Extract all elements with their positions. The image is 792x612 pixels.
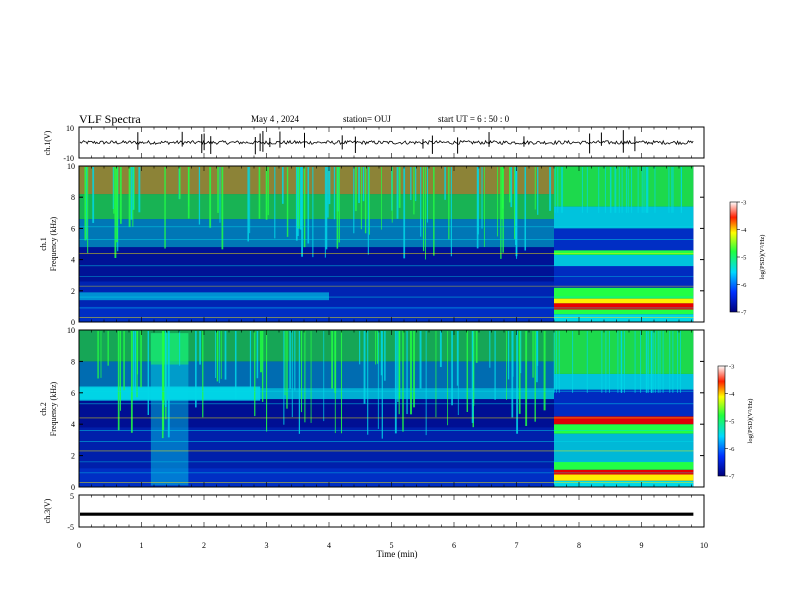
- ch1-ytick-bottom: -10: [63, 154, 74, 163]
- spec-band: [554, 287, 694, 299]
- ch2-freq-ticks: 0 2 4 6 8 10: [67, 326, 704, 492]
- x-tick-label: 4: [327, 541, 331, 550]
- spec-band: [79, 247, 554, 282]
- spec-band: [79, 330, 554, 362]
- ch1-spec-ylabel-ch: ch.1: [39, 237, 48, 251]
- ch2-spectrogram: [79, 330, 704, 487]
- freq-tick-label: 4: [71, 420, 75, 429]
- spec-band: [554, 309, 694, 315]
- spec-band: [554, 314, 694, 322]
- colorbar-tick-label: -3: [729, 364, 734, 371]
- ch2-spec-ylabel-ch: ch.2: [39, 402, 48, 416]
- time-axis-ticks: 0 1 2 3 4 5 6 7 8 9 10: [77, 127, 708, 550]
- ch2-colorbar-ticks: -3 -4 -5 -6 -7: [725, 364, 735, 481]
- freq-tick-label: 6: [71, 389, 75, 398]
- freq-tick-label: 8: [71, 193, 75, 202]
- colorbar-tick-label: -6: [729, 446, 735, 453]
- freq-tick-label: 10: [67, 326, 75, 335]
- x-tick-label: 10: [700, 541, 708, 550]
- spec-band: [79, 427, 554, 469]
- ch1-colorbar-ticks: -3 -4 -5 -6 -7: [737, 200, 747, 317]
- spec-band: [554, 250, 694, 255]
- x-tick-label: 8: [577, 541, 581, 550]
- spec-band: [79, 166, 554, 195]
- x-tick-label: 7: [515, 541, 519, 550]
- colorbar-tick-label: -5: [741, 255, 746, 262]
- x-tick-label: 2: [202, 541, 206, 550]
- ch1-spectrogram: [79, 166, 704, 322]
- spec-band: [554, 389, 694, 417]
- spec-band: [554, 474, 694, 481]
- ch3-wave-ylabel: ch.3(V): [43, 498, 52, 523]
- spec-band: [79, 388, 554, 400]
- colorbar-tick-label: -6: [741, 282, 747, 289]
- freq-tick-label: 0: [71, 483, 75, 492]
- spec-band: [554, 416, 694, 425]
- station-label: station= OUJ: [343, 114, 391, 124]
- x-tick-label: 3: [265, 541, 269, 550]
- freq-tick-label: 6: [71, 224, 75, 233]
- ch3-waveform-panel: 5 -5 ch.3(V): [43, 492, 705, 532]
- ch1-freq-ticks: 0 2 4 6 8 10: [67, 162, 704, 327]
- spec-band: [554, 433, 694, 462]
- spec-band: [554, 254, 694, 266]
- freq-tick-label: 0: [71, 318, 75, 327]
- date-label: May 4 , 2024: [251, 114, 299, 124]
- spec-band: [79, 292, 329, 301]
- spec-band: [79, 361, 554, 389]
- ch1-ytick-top: 10: [66, 124, 74, 133]
- ch1-spec-ylabel-freq: Frequency (kHz): [49, 216, 58, 271]
- spec-band: [79, 468, 554, 487]
- freq-tick-label: 2: [71, 287, 75, 296]
- spec-band: [554, 469, 694, 475]
- spec-band: [554, 166, 694, 207]
- ch1-colorbar: -3 -4 -5 -6 -7 log(PSD)(V²/Hz): [729, 200, 766, 317]
- freq-tick-label: 2: [71, 452, 75, 461]
- ch1-spectrogram-panel: 0 2 4 6 8 10 ch.1 Frequency (kHz): [39, 162, 705, 327]
- ch2-colorbar: -3 -4 -5 -6 -7 log(PSD)(V²/Hz): [717, 364, 754, 481]
- ch1-wave-ylabel: ch.1(V): [43, 130, 52, 155]
- chart-title: VLF Spectra: [79, 112, 141, 126]
- freq-tick-label: 4: [71, 256, 75, 265]
- spec-band: [79, 219, 554, 248]
- spec-band: [554, 298, 694, 304]
- colorbar-tick-label: -7: [729, 474, 735, 481]
- spec-band: [554, 206, 694, 229]
- spec-band: [79, 194, 554, 220]
- ch2-colorbar-label: log(PSD)(V²/Hz): [747, 399, 754, 444]
- spec-band: [554, 424, 694, 434]
- colorbar-tick-label: -3: [741, 200, 746, 207]
- ch2-spectrogram-panel: 0 2 4 6 8 10 ch.2 Frequency (kHz): [39, 326, 705, 492]
- x-tick-label: 0: [77, 541, 81, 550]
- spec-band: [554, 303, 694, 310]
- colorbar-tick-label: -4: [741, 227, 747, 234]
- ch1-spikes: [137, 130, 636, 155]
- ch1-waveform-panel: 10 -10 ch.1(V): [43, 124, 705, 163]
- x-tick-label: 9: [640, 541, 644, 550]
- x-tick-label: 6: [452, 541, 456, 550]
- start-time-label: start UT = 6 : 50 : 0: [438, 114, 510, 124]
- freq-tick-label: 8: [71, 357, 75, 366]
- ch1-colorbar-label: log(PSD)(V²/Hz): [759, 235, 766, 280]
- freq-tick-label: 10: [67, 162, 75, 171]
- x-axis-label: Time (min): [377, 549, 418, 559]
- spec-band: [554, 480, 694, 487]
- colorbar-tick-label: -4: [729, 391, 735, 398]
- spec-band: [79, 399, 554, 428]
- ch3-ytick-bottom: -5: [67, 523, 74, 532]
- x-tick-label: 5: [390, 541, 394, 550]
- x-tick-label: 1: [140, 541, 144, 550]
- colorbar-tick-label: -5: [729, 419, 734, 426]
- ch2-spec-ylabel-freq: Frequency (kHz): [49, 381, 58, 436]
- colorbar-tick-label: -7: [741, 310, 747, 317]
- ch3-ytick-top: 5: [70, 492, 74, 501]
- spec-band: [79, 306, 554, 322]
- spec-band: [554, 461, 694, 470]
